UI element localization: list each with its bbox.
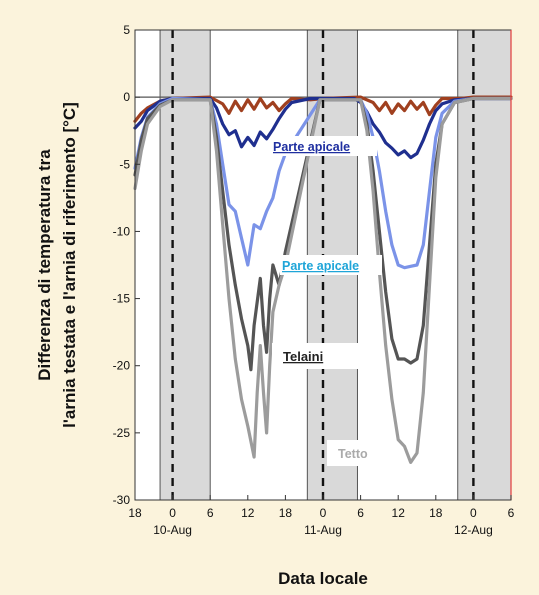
x-tick-label-1: 0 [169, 506, 176, 520]
x-tick-label-5: 0 [320, 506, 327, 520]
y-tick-label-3: -10 [113, 224, 131, 238]
x-date-label-0: 10-Aug [153, 523, 192, 537]
x-axis-title: Data locale [278, 569, 368, 588]
x-tick-label-3: 12 [241, 506, 255, 520]
annotation-parte-apicale-navy: Parte apicale [271, 136, 377, 156]
annotation-tetto: Tetto [327, 440, 379, 466]
annotation-parte-apicale-navy-text: Parte apicale [273, 140, 350, 154]
y-tick-label-6: -25 [113, 426, 131, 440]
y-axis-title-line2: l'arnia testata e l'arnia di riferimento… [60, 102, 79, 428]
x-tick-label-0: 18 [128, 506, 142, 520]
y-axis-title-line1: Differenza di temperatura tra [35, 149, 54, 381]
y-tick-label-5: -20 [113, 359, 131, 373]
series-group [133, 95, 513, 464]
x-axis-ticks: 18 0 6 12 18 0 6 12 18 0 6 [128, 495, 515, 520]
series-line-light-blue [133, 96, 513, 270]
y-tick-label-7: -30 [113, 493, 131, 507]
x-tick-label-2: 6 [207, 506, 214, 520]
y-axis-ticks: 5 0 -5 -10 -15 -20 -25 -30 [113, 23, 140, 507]
night-band-0 [159, 29, 211, 501]
x-tick-label-10: 6 [508, 506, 515, 520]
x-tick-label-4: 18 [279, 506, 293, 520]
x-date-label-1: 11-Aug [304, 523, 342, 537]
x-tick-label-8: 18 [429, 506, 443, 520]
series-line-light-gray [133, 96, 513, 464]
annotation-tetto-text: Tetto [338, 447, 368, 461]
night-band-2 [457, 29, 512, 501]
series-line-navy [133, 96, 513, 160]
x-date-label-2: 12-Aug [454, 523, 493, 537]
y-tick-label-0: 5 [123, 23, 130, 37]
x-axis-dates: 10-Aug 11-Aug 12-Aug [153, 523, 493, 537]
x-tick-label-9: 0 [470, 506, 477, 520]
x-tick-label-7: 12 [392, 506, 406, 520]
annotation-telaini-text: Telaini [283, 349, 323, 364]
annotation-parte-apicale-cyan: Parte apicale [280, 255, 382, 275]
annotation-telaini: Telaini [272, 343, 374, 369]
y-tick-label-4: -15 [113, 292, 131, 306]
y-tick-label-2: -5 [119, 157, 130, 171]
x-tick-label-6: 6 [357, 506, 364, 520]
annotation-parte-apicale-cyan-text: Parte apicale [282, 259, 359, 273]
y-tick-label-1: 0 [123, 90, 130, 104]
